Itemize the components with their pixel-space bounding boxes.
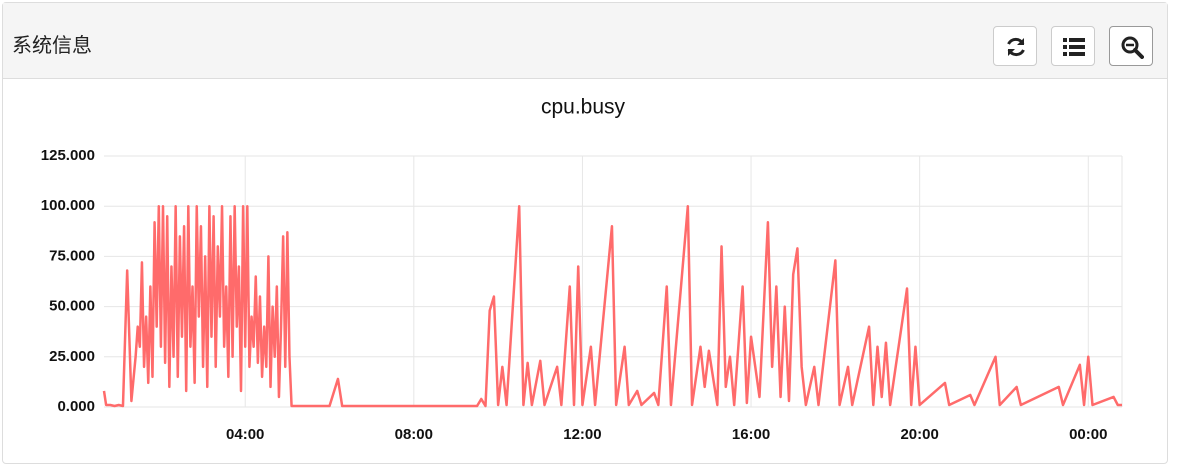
data-line xyxy=(102,204,1122,408)
x-tick-label: 12:00 xyxy=(563,426,601,443)
refresh-icon xyxy=(1007,37,1025,57)
refresh-button[interactable] xyxy=(993,26,1037,66)
y-tick-label: 100.000 xyxy=(41,197,95,214)
list-icon xyxy=(1063,38,1085,56)
panel-title: 系统信息 xyxy=(12,35,92,57)
x-tick-label: 08:00 xyxy=(395,426,433,443)
zoom-button[interactable] xyxy=(1109,26,1153,66)
list-button[interactable] xyxy=(1051,26,1095,66)
y-tick-label: 50.000 xyxy=(49,298,95,315)
chart-title: cpu.busy xyxy=(541,96,626,119)
y-tick-label: 125.000 xyxy=(41,147,95,164)
y-tick-label: 75.000 xyxy=(49,247,95,264)
x-tick-label: 20:00 xyxy=(900,426,938,443)
panel: 系统信息 xyxy=(2,2,1168,464)
panel-header: 系统信息 xyxy=(3,3,1167,79)
y-tick-label: 25.000 xyxy=(49,348,95,365)
x-tick-label: 00:00 xyxy=(1069,426,1107,443)
y-tick-label: 0.000 xyxy=(57,398,95,415)
x-tick-label: 04:00 xyxy=(226,426,264,443)
x-tick-label: 16:00 xyxy=(732,426,770,443)
zoom-icon xyxy=(1121,36,1144,59)
